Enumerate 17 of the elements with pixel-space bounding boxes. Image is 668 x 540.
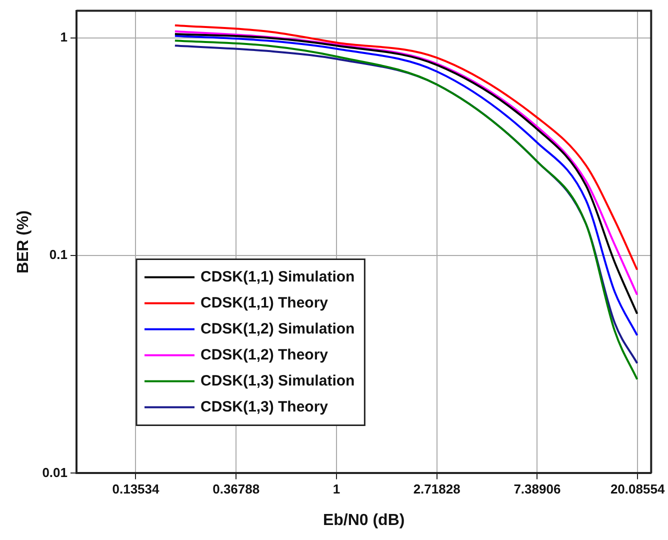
legend-label: CDSK(1,1) Theory <box>200 294 329 312</box>
y-axis-title: BER (%) <box>15 210 32 274</box>
y-tick-label: 0.01 <box>42 464 68 480</box>
x-tick-label: 0.13534 <box>112 482 160 497</box>
legend-label: CDSK(1,3) Theory <box>200 398 329 416</box>
y-tick-label: 1 <box>60 29 68 44</box>
x-tick-label: 0.36788 <box>212 482 260 497</box>
x-tick-label: 1 <box>332 482 340 497</box>
y-tick-label: 0.1 <box>49 247 68 262</box>
legend-label: CDSK(1,2) Theory <box>200 346 329 364</box>
legend-label: CDSK(1,1) Simulation <box>200 268 355 286</box>
legend-label: CDSK(1,2) Simulation <box>200 320 355 338</box>
x-tick-label: 2.71828 <box>413 482 460 497</box>
legend-label: CDSK(1,3) Simulation <box>200 372 355 390</box>
x-tick-label: 7.38906 <box>514 482 561 497</box>
x-tick-label: 20.08554 <box>610 482 666 497</box>
x-axis-title: Eb/N0 (dB) <box>322 512 405 529</box>
